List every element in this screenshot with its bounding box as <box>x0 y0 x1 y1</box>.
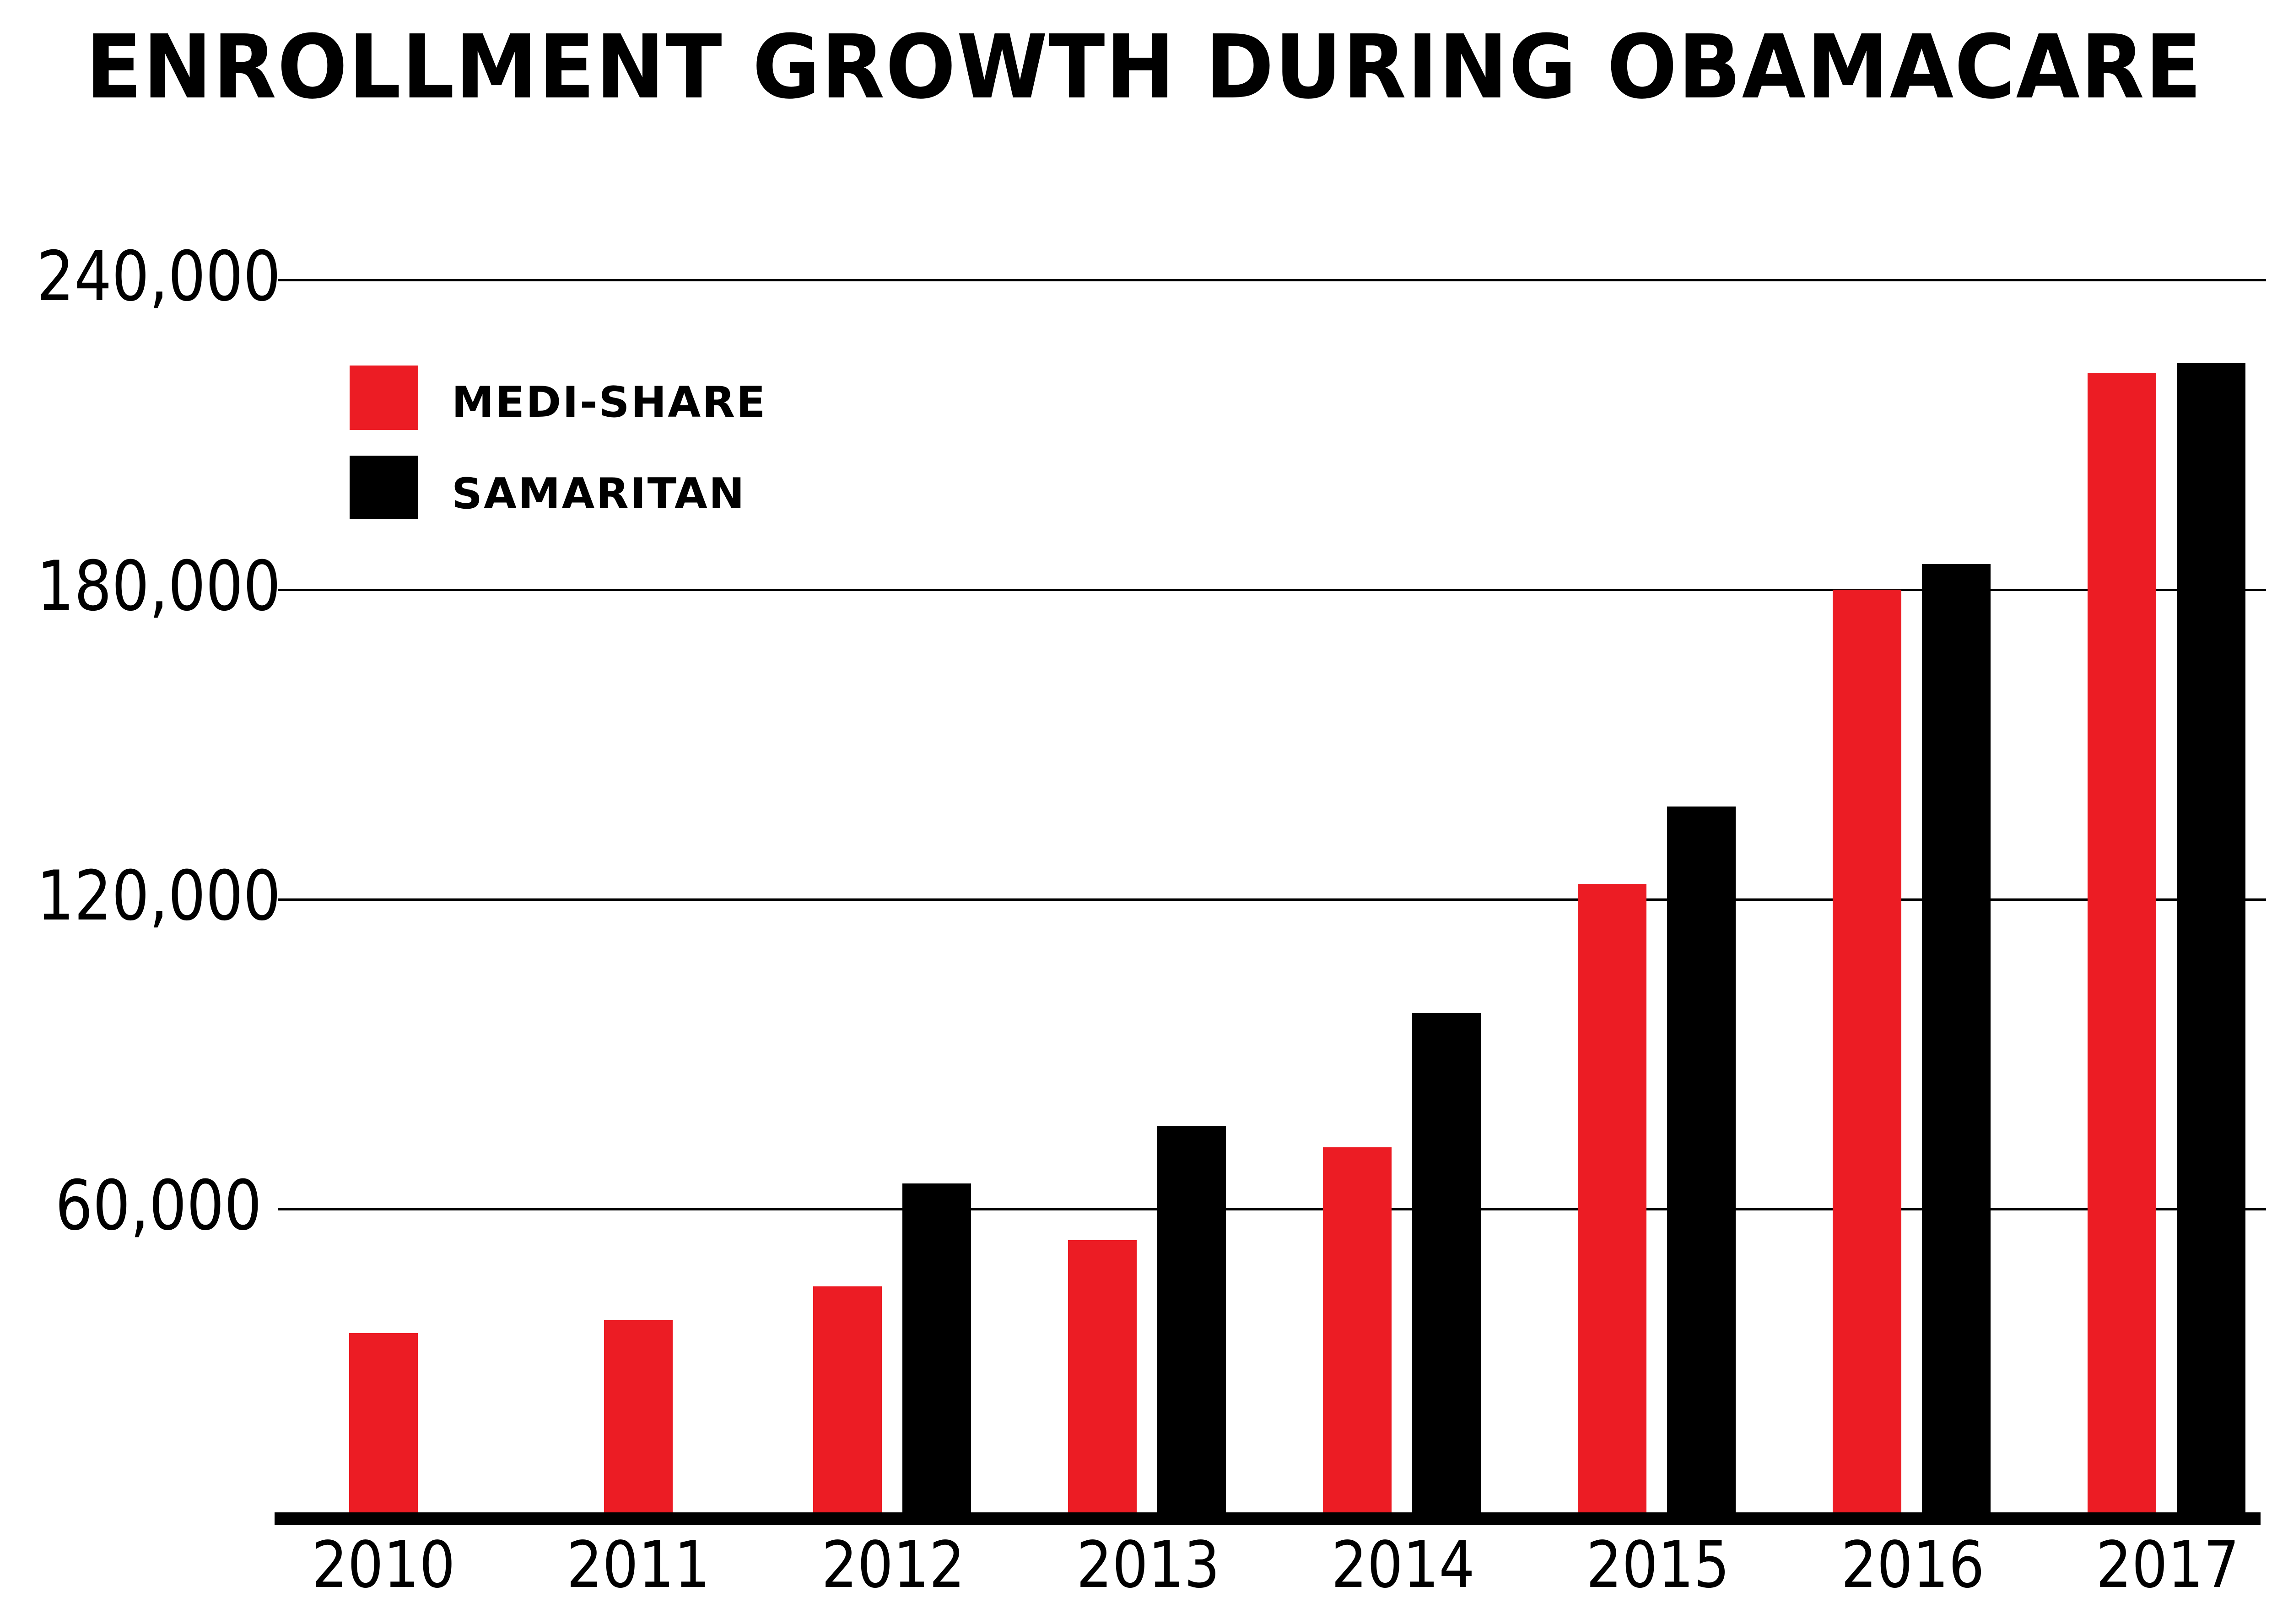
bar-medi-share-2011 <box>604 1320 673 1519</box>
gridline-180,000 <box>278 589 2266 591</box>
chart-title: ENROLLMENT GROWTH DURING OBAMACARE <box>86 16 2202 118</box>
x-tick-label-2010: 2010 <box>312 1528 455 1602</box>
bar-medi-share-2013 <box>1068 1240 1137 1519</box>
bar-samaritan-2013 <box>1157 1126 1226 1519</box>
bar-samaritan-2012 <box>902 1183 971 1519</box>
y-tick-label: 240,000 <box>37 237 281 317</box>
legend-swatch-samaritan <box>350 456 418 519</box>
bar-samaritan-2017 <box>2177 363 2245 1519</box>
y-tick-label: 120,000 <box>37 856 281 936</box>
gridline-240,000 <box>278 279 2266 281</box>
x-tick-label-2012: 2012 <box>821 1528 965 1602</box>
x-axis-line <box>275 1512 2261 1525</box>
bar-medi-share-2017 <box>2088 373 2156 1519</box>
x-tick-label-2015: 2015 <box>1586 1528 1730 1602</box>
legend-label-medi-share: MEDI-SHARE <box>452 377 767 427</box>
bar-medi-share-2016 <box>1833 590 1901 1519</box>
x-tick-label-2017: 2017 <box>2096 1528 2239 1602</box>
bar-samaritan-2016 <box>1922 564 1991 1519</box>
y-tick-label: 60,000 <box>55 1166 262 1246</box>
legend-label-samaritan: SAMARITAN <box>452 469 746 518</box>
gridline-60,000 <box>278 1208 2266 1210</box>
bar-medi-share-2015 <box>1578 884 1646 1519</box>
x-tick-label-2016: 2016 <box>1841 1528 1985 1602</box>
legend-swatch-medi-share <box>350 366 418 430</box>
bar-medi-share-2010 <box>349 1333 418 1519</box>
x-tick-label-2013: 2013 <box>1076 1528 1220 1602</box>
x-tick-label-2014: 2014 <box>1331 1528 1475 1602</box>
gridline-120,000 <box>278 898 2266 901</box>
y-tick-label: 180,000 <box>37 547 281 626</box>
bar-samaritan-2015 <box>1667 807 1736 1519</box>
bar-medi-share-2014 <box>1323 1147 1392 1519</box>
x-tick-label-2011: 2011 <box>567 1528 710 1602</box>
bar-medi-share-2012 <box>813 1286 882 1519</box>
bar-samaritan-2014 <box>1412 1013 1481 1519</box>
